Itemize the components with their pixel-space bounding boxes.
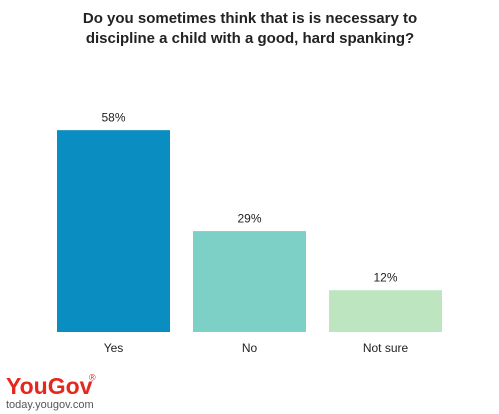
x-tick-label: Not sure (363, 341, 409, 355)
x-tick-label: Yes (104, 341, 124, 355)
chart-title: discipline a child with a good, hard spa… (86, 30, 414, 47)
value-label: 29% (237, 211, 261, 225)
bar (57, 130, 170, 332)
source-url: today.yougov.com (6, 399, 94, 411)
bar (193, 231, 306, 332)
x-tick-label: No (242, 341, 258, 355)
bar (329, 290, 442, 332)
value-label: 12% (373, 270, 397, 284)
chart-title: Do you sometimes think that is is necess… (83, 10, 417, 27)
logo: YouGov (6, 373, 93, 399)
logo-registered: ® (89, 372, 96, 382)
value-label: 58% (101, 110, 125, 124)
